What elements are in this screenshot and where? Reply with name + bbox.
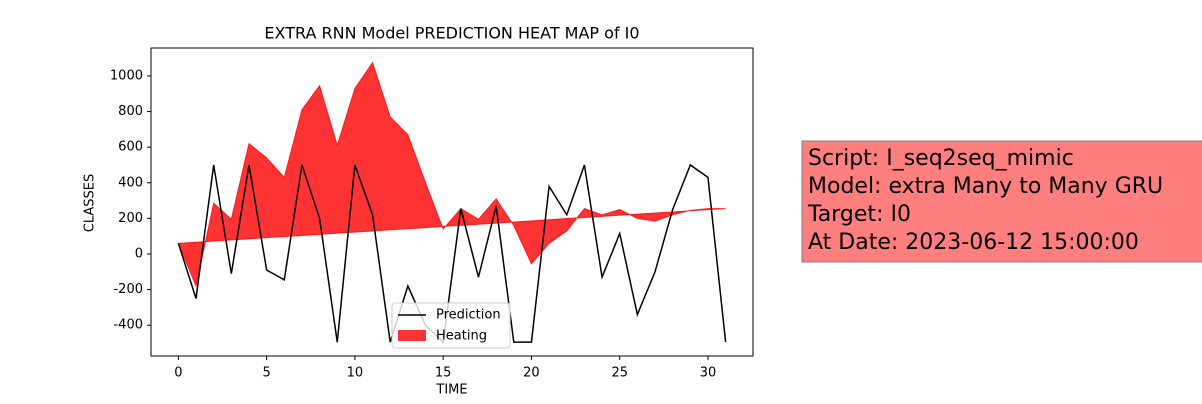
x-tick-label: 0 [174, 366, 182, 381]
y-tick-label: 400 [118, 175, 143, 190]
y-tick-label: 0 [135, 246, 143, 261]
y-axis-label: CLASSES [83, 174, 98, 232]
plot-frame [150, 47, 754, 357]
annotation-box [801, 140, 1202, 263]
x-tick-label: 30 [700, 366, 717, 381]
annotation-text: Script: I_seq2seq_mimic [808, 146, 1074, 171]
legend-label: Prediction [436, 308, 501, 323]
annotation-text: Target: I0 [807, 202, 911, 227]
x-tick-label: 25 [611, 366, 628, 381]
y-tick-label: -400 [113, 318, 143, 333]
annotation-text: At Date: 2023-06-12 15:00:00 [808, 230, 1139, 255]
legend-swatch [398, 330, 426, 341]
chart-title: EXTRA RNN Model PREDICTION HEAT MAP of I… [264, 24, 639, 43]
y-tick-label: 800 [118, 104, 143, 119]
y-tick-label: 1000 [110, 68, 143, 83]
y-tick-label: 200 [118, 211, 143, 226]
x-axis-label: TIME [435, 383, 467, 398]
x-tick-label: 20 [523, 366, 540, 381]
x-tick-label: 5 [262, 366, 270, 381]
x-tick-label: 15 [435, 366, 452, 381]
x-tick-label: 10 [347, 366, 364, 381]
y-tick-label: -200 [113, 282, 143, 297]
heating-area [177, 61, 726, 288]
y-tick-label: 600 [118, 140, 143, 155]
legend-label: Heating [436, 329, 487, 344]
annotation-text: Model: extra Many to Many GRU [808, 174, 1163, 199]
prediction-line [177, 163, 727, 344]
